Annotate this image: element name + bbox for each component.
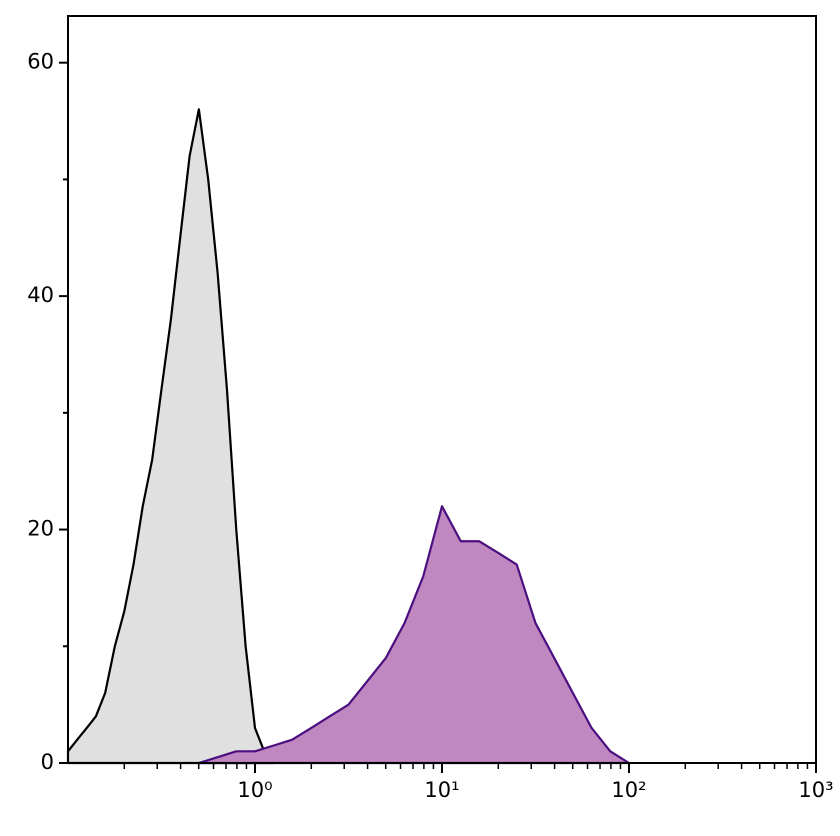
y-tick-label: 0 xyxy=(41,750,54,774)
y-tick-label: 40 xyxy=(27,283,54,307)
x-tick-label: 10³ xyxy=(798,778,833,802)
y-tick-label: 20 xyxy=(27,517,54,541)
histogram-area xyxy=(66,108,275,765)
x-tick-label: 10¹ xyxy=(424,778,459,802)
x-tick-label: 10² xyxy=(611,778,646,802)
x-tick-label: 10⁰ xyxy=(237,778,272,802)
y-tick-label: 60 xyxy=(27,50,54,74)
histogram-area xyxy=(197,505,631,765)
